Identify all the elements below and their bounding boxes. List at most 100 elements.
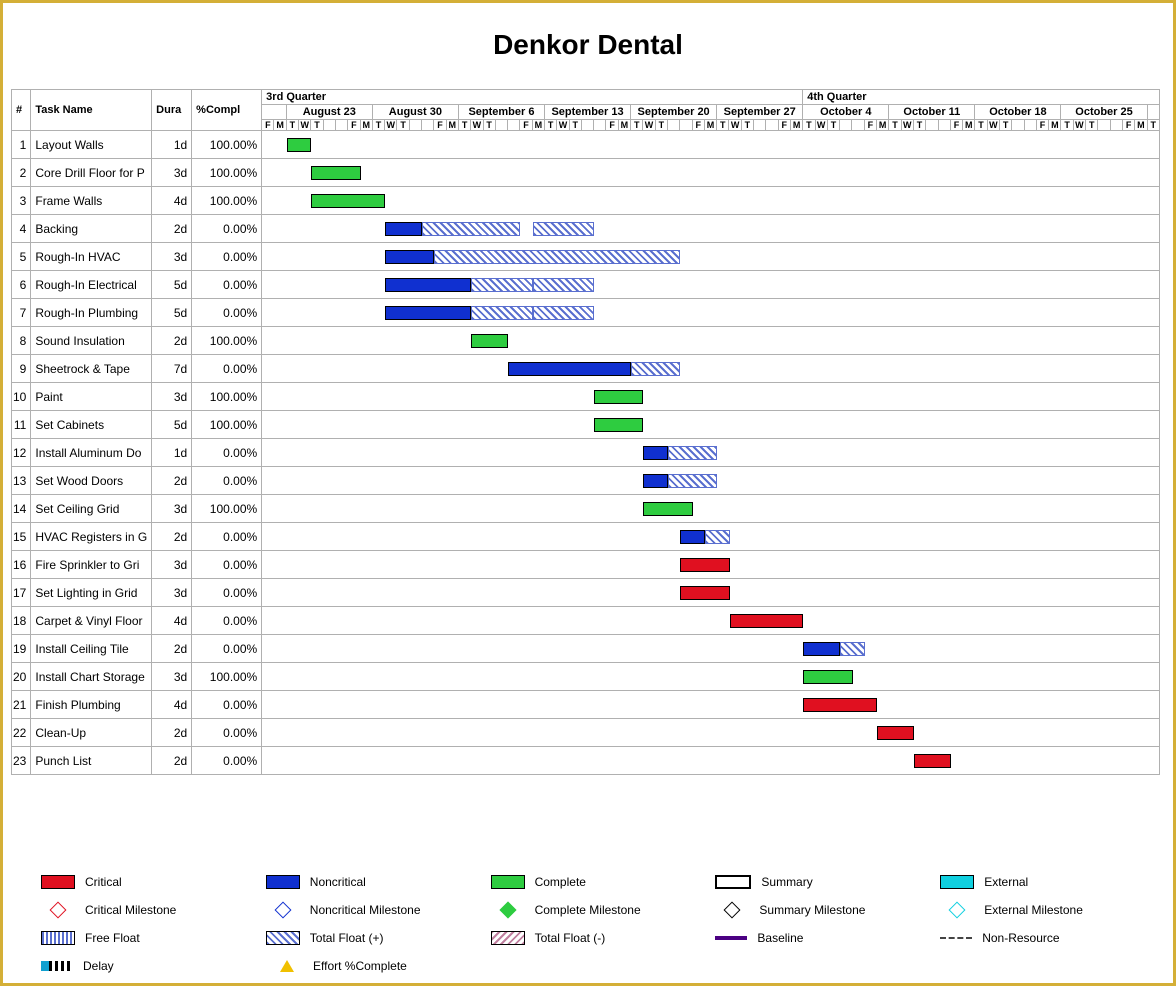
gantt-area [262,495,1160,523]
gantt-area [262,327,1160,355]
task-name: Install Chart Storage [31,663,152,691]
gantt-area [262,411,1160,439]
gantt-area [262,663,1160,691]
day-label: T [655,120,667,131]
gantt-area [262,131,1160,159]
task-row: 10Paint3d100.00% [12,383,1160,411]
day-label [926,120,938,131]
gantt-area [262,299,1160,327]
legend-item: Summary [715,875,910,889]
legend-swatch [940,875,974,889]
legend-row: CriticalNoncriticalCompleteSummaryExtern… [41,875,1135,889]
gantt-bar-tfloat [422,222,520,236]
task-row: 3Frame Walls4d100.00% [12,187,1160,215]
task-duration: 2d [152,747,192,775]
day-label: F [262,120,274,131]
day-label [508,120,520,131]
task-id: 8 [12,327,31,355]
task-duration: 2d [152,327,192,355]
legend-row: Delay Effort %Complete [41,959,1135,973]
gantt-area [262,159,1160,187]
diamond-icon [499,902,516,919]
task-complete: 0.00% [192,691,262,719]
day-label [680,120,692,131]
task-id: 6 [12,271,31,299]
gantt-bar-noncrit [803,642,840,656]
gantt-area [262,607,1160,635]
day-label: M [360,120,372,131]
legend-label: Critical Milestone [85,903,176,917]
legend-swatch [491,875,525,889]
legend-label: Total Float (+) [310,931,384,945]
task-complete: 100.00% [192,159,262,187]
col-compl: %Compl [192,90,262,131]
gantt-bar-noncrit [385,278,471,292]
task-name: Backing [31,215,152,243]
task-duration: 3d [152,495,192,523]
gantt-bar-tfloat [668,474,717,488]
gantt-bar-critical [680,558,729,572]
day-label: T [545,120,557,131]
legend-swatch [41,961,73,971]
day-label: T [286,120,298,131]
legend-item: Complete [491,875,686,889]
legend-item: Delay [41,959,241,973]
legend: CriticalNoncriticalCompleteSummaryExtern… [11,865,1165,997]
day-label: W [643,120,655,131]
week-label: September 20 [631,105,717,120]
week-label: August 23 [286,105,372,120]
day-label: F [1122,120,1134,131]
task-name: Core Drill Floor for P [31,159,152,187]
day-label: M [274,120,286,131]
legend-item: Non-Resource [940,931,1135,945]
task-complete: 0.00% [192,243,262,271]
task-id: 19 [12,635,31,663]
legend-item: Total Float (-) [491,931,686,945]
legend-label: Noncritical [310,875,366,889]
gantt-bar-tfloat [471,306,533,320]
task-row: 20Install Chart Storage3d100.00% [12,663,1160,691]
task-complete: 0.00% [192,467,262,495]
task-name: Set Cabinets [31,411,152,439]
week-label: October 11 [889,105,975,120]
day-label: T [372,120,384,131]
day-label: M [618,120,630,131]
day-label [581,120,593,131]
day-label: T [458,120,470,131]
legend-item: Noncritical [266,875,461,889]
legend-swatch [41,931,75,945]
task-row: 15HVAC Registers in G2d0.00% [12,523,1160,551]
task-row: 11Set Cabinets5d100.00% [12,411,1160,439]
day-label: W [471,120,483,131]
task-id: 2 [12,159,31,187]
task-duration: 2d [152,215,192,243]
day-label: T [741,120,753,131]
week-label: October 4 [803,105,889,120]
legend-label: Non-Resource [982,931,1059,945]
col-id: # [12,90,31,131]
gantt-area [262,467,1160,495]
day-label: T [631,120,643,131]
page-title: Denkor Dental [11,29,1165,61]
day-label: F [606,120,618,131]
diamond-icon [274,902,291,919]
day-label: M [1049,120,1061,131]
legend-swatch [715,936,747,940]
legend-swatch [715,875,751,889]
task-id: 12 [12,439,31,467]
task-row: 22Clean-Up2d0.00% [12,719,1160,747]
task-id: 9 [12,355,31,383]
task-row: 2Core Drill Floor for P3d100.00% [12,159,1160,187]
legend-swatch [940,937,972,939]
day-label [938,120,950,131]
task-duration: 1d [152,131,192,159]
task-complete: 0.00% [192,551,262,579]
day-label: T [483,120,495,131]
gantt-area [262,691,1160,719]
task-row: 23Punch List2d0.00% [12,747,1160,775]
day-label: M [790,120,802,131]
task-name: Install Ceiling Tile [31,635,152,663]
gantt-bar-tfloat [434,250,680,264]
legend-label: Effort %Complete [313,959,407,973]
day-label [594,120,606,131]
